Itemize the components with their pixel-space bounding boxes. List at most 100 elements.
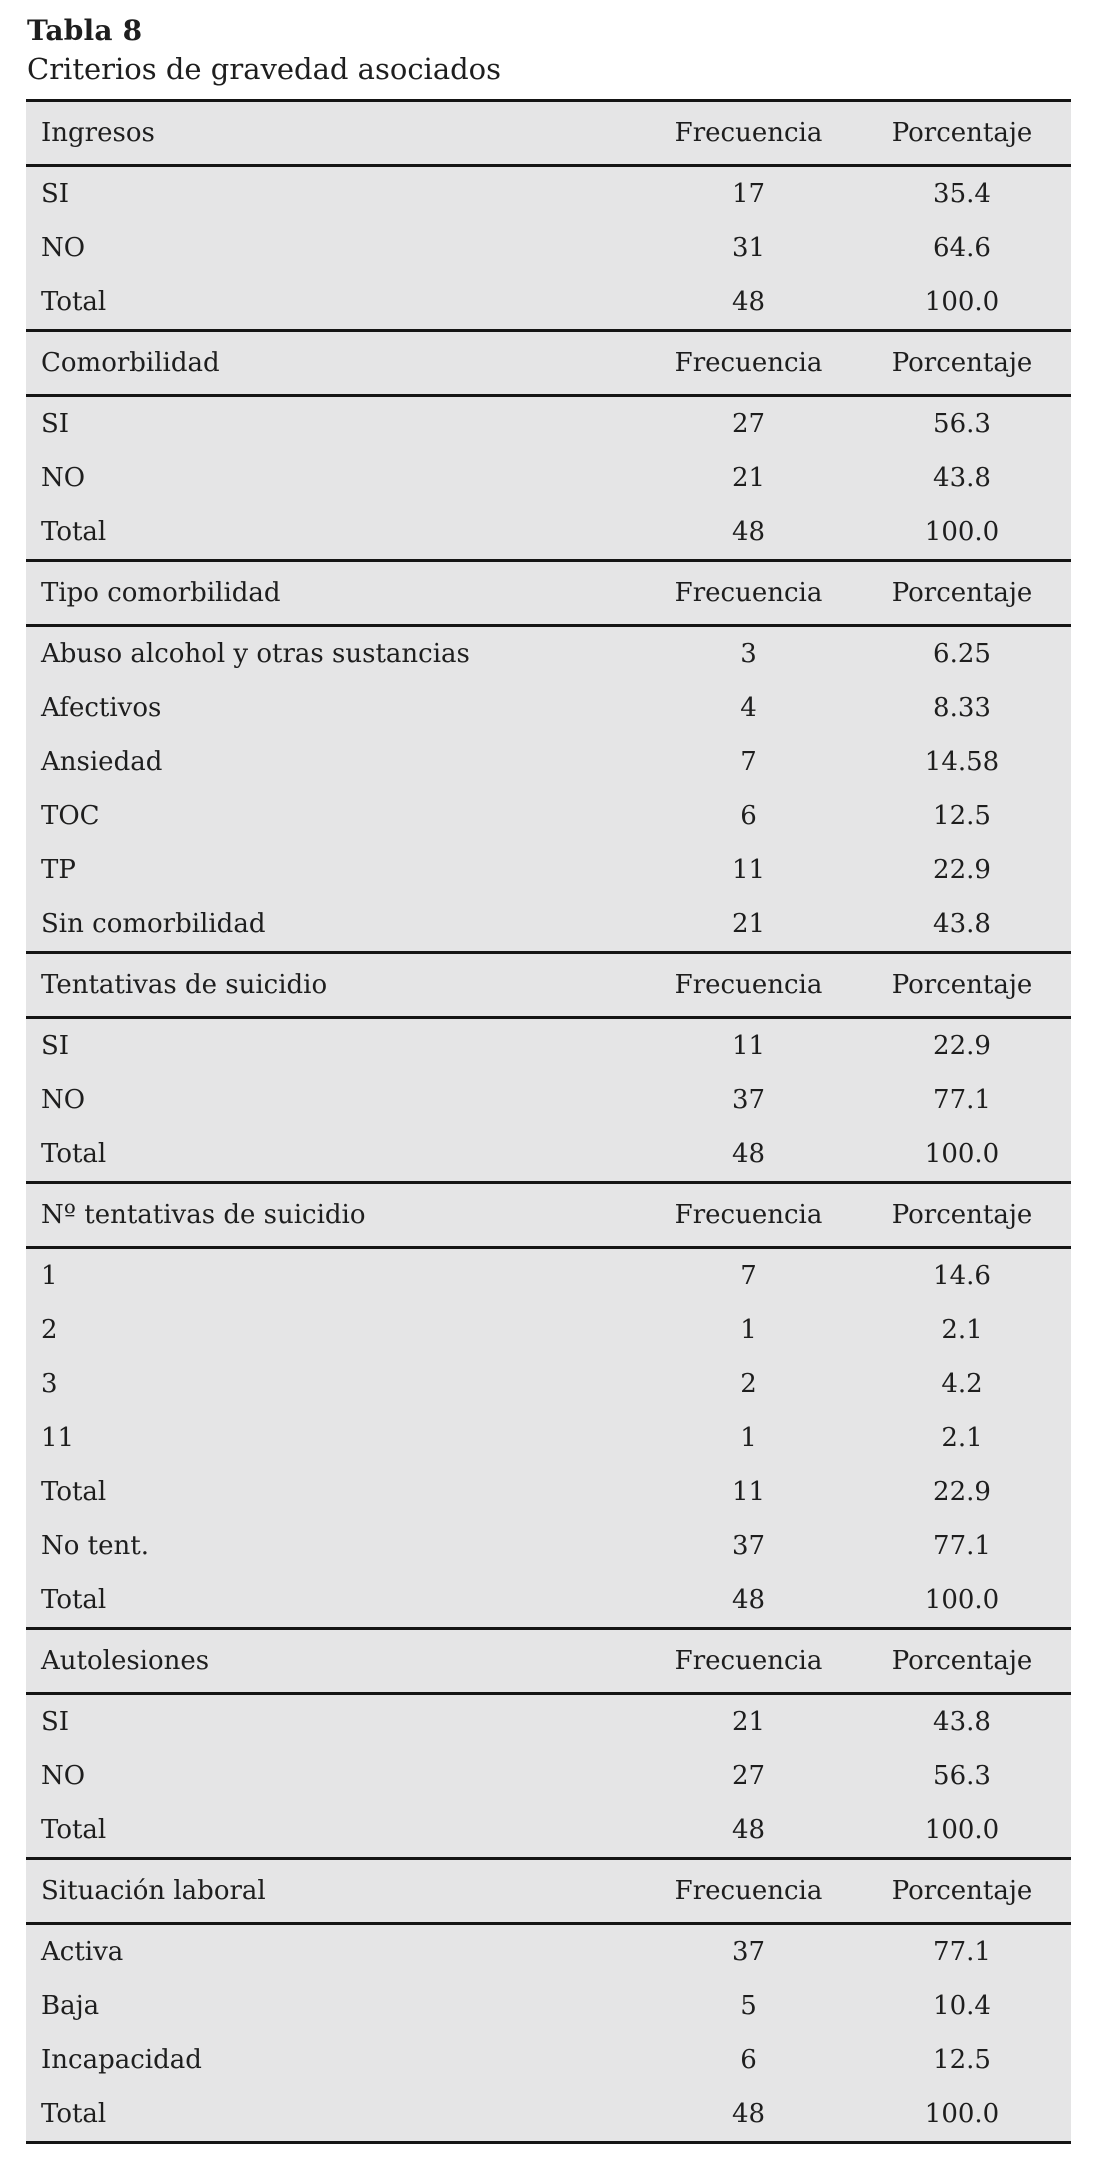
porcentaje-value: 14.6 [933, 1260, 991, 1291]
column-header-porcentaje: Porcentaje [891, 347, 1033, 378]
section-title: Comorbilidad [41, 347, 220, 378]
table-row: Total 48 100.0 [26, 2087, 1071, 2141]
table-caption: Tabla 8 Criterios de gravedad asociados [0, 0, 1095, 87]
frecuencia-value: 4 [740, 692, 757, 723]
table-row: Total 48 100.0 [26, 1803, 1071, 1857]
row-label: Afectivos [41, 692, 162, 723]
row-label: 11 [41, 1422, 75, 1453]
table-title: Tabla 8 [27, 14, 143, 47]
row-label: SI [41, 408, 70, 439]
porcentaje-value: 22.9 [933, 1030, 991, 1061]
porcentaje-value: 35.4 [933, 178, 991, 209]
severity-criteria-table: Ingresos Frecuencia Porcentaje SI 17 35.4 NO 31… [26, 98, 1071, 2144]
porcentaje-value: 64.6 [933, 232, 991, 263]
frecuencia-value: 17 [731, 178, 766, 209]
table-row: Afectivos 4 8.33 [26, 681, 1071, 735]
row-label: Ansiedad [41, 746, 163, 777]
table-row: SI 21 43.8 [26, 1695, 1071, 1749]
column-header-porcentaje: Porcentaje [891, 577, 1033, 608]
table-row: 11 1 2.1 [26, 1411, 1071, 1465]
section-title: Nº tentativas de suicidio [41, 1199, 366, 1230]
table-row: SI 11 22.9 [26, 1019, 1071, 1073]
porcentaje-value: 100.0 [924, 1814, 1000, 1845]
frecuencia-value: 1 [740, 1314, 757, 1345]
porcentaje-value: 14.58 [924, 746, 1000, 777]
row-label: NO [41, 462, 86, 493]
row-label: Baja [41, 1990, 100, 2021]
row-label: TP [41, 854, 76, 885]
porcentaje-value: 100.0 [924, 2098, 1000, 2129]
column-header-frecuencia: Frecuencia [674, 577, 823, 608]
row-label: Incapacidad [41, 2044, 202, 2075]
frecuencia-value: 48 [731, 1584, 766, 1615]
row-label: Total [41, 1138, 107, 1169]
frecuencia-value: 21 [731, 462, 766, 493]
table-row: Baja 5 10.4 [26, 1979, 1071, 2033]
porcentaje-value: 10.4 [933, 1990, 991, 2021]
porcentaje-value: 6.25 [933, 638, 991, 669]
frecuencia-value: 2 [740, 1368, 757, 1399]
column-header-porcentaje: Porcentaje [891, 1645, 1033, 1676]
column-header-frecuencia: Frecuencia [674, 1199, 823, 1230]
frecuencia-value: 48 [731, 2098, 766, 2129]
porcentaje-value: 56.3 [933, 408, 991, 439]
table-row: 2 1 2.1 [26, 1303, 1071, 1357]
row-label: No tent. [41, 1530, 149, 1561]
table-row: TP 11 22.9 [26, 843, 1071, 897]
frecuencia-value: 37 [731, 1084, 766, 1115]
row-label: Total [41, 1476, 107, 1507]
column-header-frecuencia: Frecuencia [674, 1645, 823, 1676]
frecuencia-value: 6 [740, 800, 757, 831]
section-header-row-5: Autolesiones Frecuencia Porcentaje [26, 1626, 1071, 1695]
row-label: 3 [41, 1368, 58, 1399]
table-row: Abuso alcohol y otras sustancias 3 6.25 [26, 627, 1071, 681]
porcentaje-value: 22.9 [933, 854, 991, 885]
row-label: TOC [41, 800, 100, 831]
column-header-frecuencia: Frecuencia [674, 117, 823, 148]
column-header-porcentaje: Porcentaje [891, 1199, 1033, 1230]
frecuencia-value: 37 [731, 1936, 766, 1967]
frecuencia-value: 48 [731, 286, 766, 317]
frecuencia-value: 31 [731, 232, 766, 263]
column-header-porcentaje: Porcentaje [891, 969, 1033, 1000]
porcentaje-value: 100.0 [924, 1584, 1000, 1615]
frecuencia-value: 48 [731, 1814, 766, 1845]
row-label: NO [41, 232, 86, 263]
porcentaje-value: 77.1 [933, 1530, 991, 1561]
porcentaje-value: 100.0 [924, 516, 1000, 547]
table-subtitle: Criterios de gravedad asociados [27, 51, 502, 86]
section-header-row-1: Comorbilidad Frecuencia Porcentaje [26, 328, 1071, 397]
porcentaje-value: 4.2 [941, 1368, 983, 1399]
porcentaje-value: 12.5 [933, 2044, 991, 2075]
section-header-row-0: Ingresos Frecuencia Porcentaje [26, 98, 1071, 167]
porcentaje-value: 77.1 [933, 1084, 991, 1115]
frecuencia-value: 6 [740, 2044, 757, 2075]
porcentaje-value: 2.1 [941, 1422, 983, 1453]
table-row: SI 17 35.4 [26, 167, 1071, 221]
frecuencia-value: 7 [740, 746, 757, 777]
section-title: Tentativas de suicidio [41, 969, 328, 1000]
porcentaje-value: 100.0 [924, 1138, 1000, 1169]
frecuencia-value: 21 [731, 1706, 766, 1737]
frecuencia-value: 7 [740, 1260, 757, 1291]
section-title: Situación laboral [41, 1875, 266, 1906]
porcentaje-value: 8.33 [933, 692, 991, 723]
frecuencia-value: 21 [731, 908, 766, 939]
frecuencia-value: 48 [731, 516, 766, 547]
table-row: Total 48 100.0 [26, 1127, 1071, 1181]
row-label: 2 [41, 1314, 58, 1345]
frecuencia-value: 11 [731, 854, 766, 885]
row-label: SI [41, 178, 70, 209]
table-row: NO 31 64.6 [26, 221, 1071, 275]
section-title: Ingresos [41, 117, 155, 148]
porcentaje-value: 100.0 [924, 286, 1000, 317]
section-header-row-2: Tipo comorbilidad Frecuencia Porcentaje [26, 558, 1071, 627]
row-label: Total [41, 2098, 107, 2129]
section-title: Tipo comorbilidad [41, 577, 281, 608]
table-row: Incapacidad 6 12.5 [26, 2033, 1071, 2087]
frecuencia-value: 27 [731, 1760, 766, 1791]
row-label: Activa [41, 1936, 124, 1967]
frecuencia-value: 11 [731, 1476, 766, 1507]
frecuencia-value: 3 [740, 638, 757, 669]
row-label: Sin comorbilidad [41, 908, 266, 939]
